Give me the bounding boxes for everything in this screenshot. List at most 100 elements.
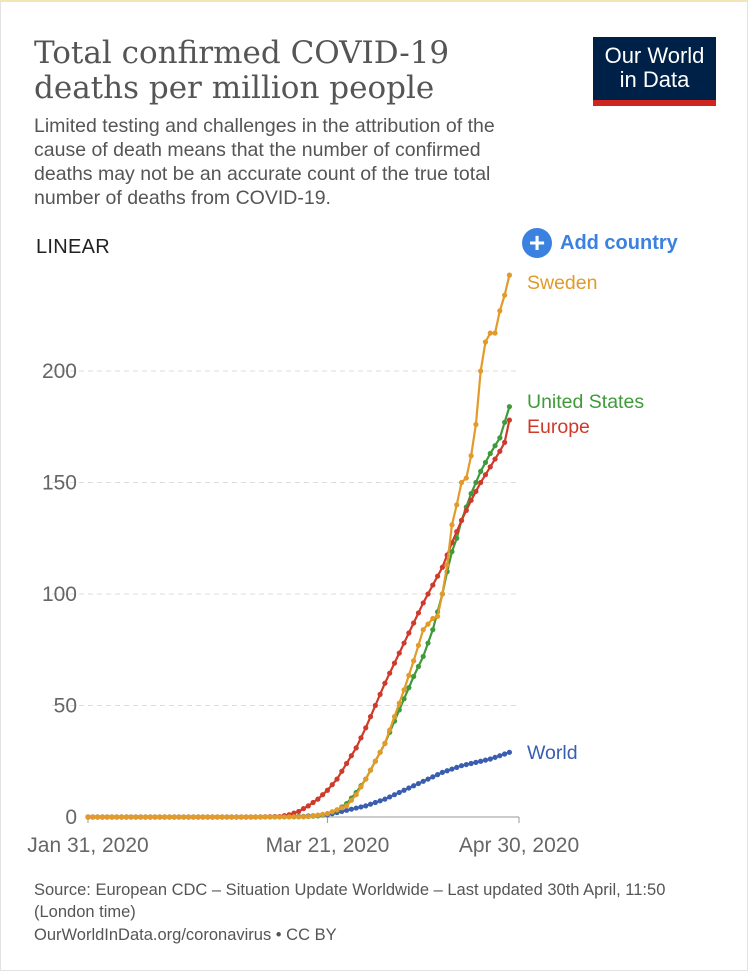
data-point-united_states-76 — [449, 549, 455, 555]
data-point-world-65 — [396, 789, 402, 796]
data-point-world-58 — [363, 803, 369, 809]
data-point-sweden-38 — [267, 814, 273, 820]
data-point-sweden-65 — [396, 700, 402, 706]
data-point-sweden-68 — [411, 658, 417, 664]
data-point-world-57 — [358, 804, 364, 810]
data-point-europe-77 — [454, 528, 460, 535]
legend-label-world: World — [527, 742, 578, 764]
data-point-world-53 — [339, 808, 345, 815]
data-point-sweden-70 — [420, 627, 426, 633]
data-point-europe-46 — [305, 803, 311, 809]
y-tick-label-150: 150 — [42, 472, 77, 495]
data-point-world-82 — [478, 758, 484, 764]
data-point-world-77 — [454, 764, 460, 770]
data-point-europe-53 — [339, 768, 345, 774]
data-point-sweden-39 — [272, 814, 278, 820]
data-point-europe-45 — [300, 806, 307, 812]
data-point-europe-55 — [348, 753, 354, 759]
our-world-in-data-logo[interactable]: Our World in Data — [593, 37, 716, 106]
data-point-sweden-43 — [291, 814, 297, 820]
chart-title: Total confirmed COVID-19 deaths per mill… — [34, 35, 450, 106]
logo-line-2: in Data — [619, 67, 690, 92]
data-point-united_states-71 — [425, 640, 431, 646]
plus-circle-icon: + — [522, 228, 552, 258]
data-point-sweden-64 — [391, 714, 398, 720]
data-point-sweden-1 — [90, 814, 96, 820]
data-point-sweden-9 — [128, 814, 134, 820]
data-point-world-76 — [449, 766, 455, 772]
data-point-europe-57 — [358, 735, 364, 741]
data-point-sweden-33 — [243, 814, 249, 820]
data-point-world-55 — [348, 806, 354, 812]
data-point-united_states-84 — [487, 450, 493, 457]
data-point-sweden-66 — [401, 687, 407, 693]
data-point-europe-51 — [329, 782, 335, 788]
series-sweden — [85, 272, 513, 820]
data-point-sweden-54 — [344, 803, 350, 809]
series-europe — [85, 417, 513, 820]
data-point-world-74 — [439, 769, 445, 776]
x-tick-label-2: Apr 30, 2020 — [459, 834, 579, 857]
data-point-united_states-68 — [411, 673, 417, 680]
data-point-europe-62 — [382, 680, 388, 686]
data-point-sweden-22 — [190, 814, 196, 820]
data-point-sweden-77 — [454, 502, 460, 508]
data-point-world-73 — [434, 772, 441, 778]
data-point-world-54 — [344, 807, 350, 813]
data-point-europe-67 — [406, 630, 412, 636]
license-link[interactable]: OurWorldInData.org/coronavirus • CC BY — [34, 926, 337, 944]
data-point-sweden-45 — [300, 814, 307, 820]
data-point-sweden-7 — [118, 814, 125, 820]
data-point-sweden-47 — [310, 813, 316, 819]
x-tick-label-1: Mar 21, 2020 — [266, 834, 390, 857]
data-point-europe-70 — [420, 600, 426, 606]
data-point-sweden-13 — [147, 814, 153, 820]
data-point-world-71 — [425, 776, 431, 782]
data-point-sweden-20 — [181, 814, 187, 820]
data-point-world-68 — [411, 783, 417, 789]
data-point-united_states-85 — [492, 443, 498, 449]
data-point-sweden-23 — [195, 814, 201, 820]
data-point-europe-73 — [434, 573, 441, 579]
data-point-sweden-14 — [152, 814, 158, 820]
data-point-world-69 — [415, 780, 422, 787]
data-point-sweden-46 — [305, 813, 311, 820]
data-point-world-56 — [353, 805, 359, 811]
data-point-world-64 — [391, 792, 398, 798]
data-point-sweden-4 — [104, 814, 110, 820]
series-line-united_states — [88, 406, 511, 819]
x-tick-label-0: Jan 31, 2020 — [27, 834, 148, 857]
data-point-united_states-66 — [401, 696, 407, 702]
data-point-europe-74 — [439, 564, 445, 570]
data-point-europe-86 — [497, 448, 503, 454]
data-point-sweden-3 — [99, 814, 105, 820]
data-point-sweden-34 — [248, 814, 254, 820]
data-point-sweden-11 — [138, 814, 144, 820]
data-point-united_states-83 — [482, 459, 489, 466]
data-point-sweden-26 — [209, 814, 216, 820]
data-point-europe-58 — [363, 725, 369, 731]
data-point-sweden-35 — [253, 814, 259, 820]
data-point-europe-71 — [425, 591, 431, 597]
line-chart[interactable]: 0 50 100 150 200 Jan 31, 2020 Mar 21, 2020 Apr … — [0, 0, 750, 870]
data-point-world-85 — [492, 754, 498, 760]
data-point-world-83 — [482, 757, 489, 763]
data-point-world-70 — [420, 778, 426, 784]
data-point-united_states-80 — [468, 491, 474, 497]
data-point-europe-68 — [411, 620, 417, 626]
data-point-sweden-10 — [133, 814, 139, 820]
data-point-sweden-5 — [109, 814, 115, 820]
data-point-united_states-87 — [502, 419, 508, 425]
data-point-sweden-53 — [339, 805, 345, 811]
data-point-united_states-81 — [473, 479, 479, 486]
add-country-button[interactable]: + Add country — [522, 228, 678, 258]
data-point-sweden-50 — [324, 811, 331, 817]
data-point-world-78 — [458, 763, 465, 769]
data-point-sweden-84 — [487, 330, 493, 336]
data-point-sweden-18 — [171, 814, 177, 820]
scale-toggle[interactable]: LINEAR — [36, 236, 111, 258]
data-point-world-63 — [387, 794, 393, 800]
data-point-europe-65 — [396, 650, 402, 656]
chart-subtitle: Limited testing and challenges in the at… — [34, 115, 495, 209]
